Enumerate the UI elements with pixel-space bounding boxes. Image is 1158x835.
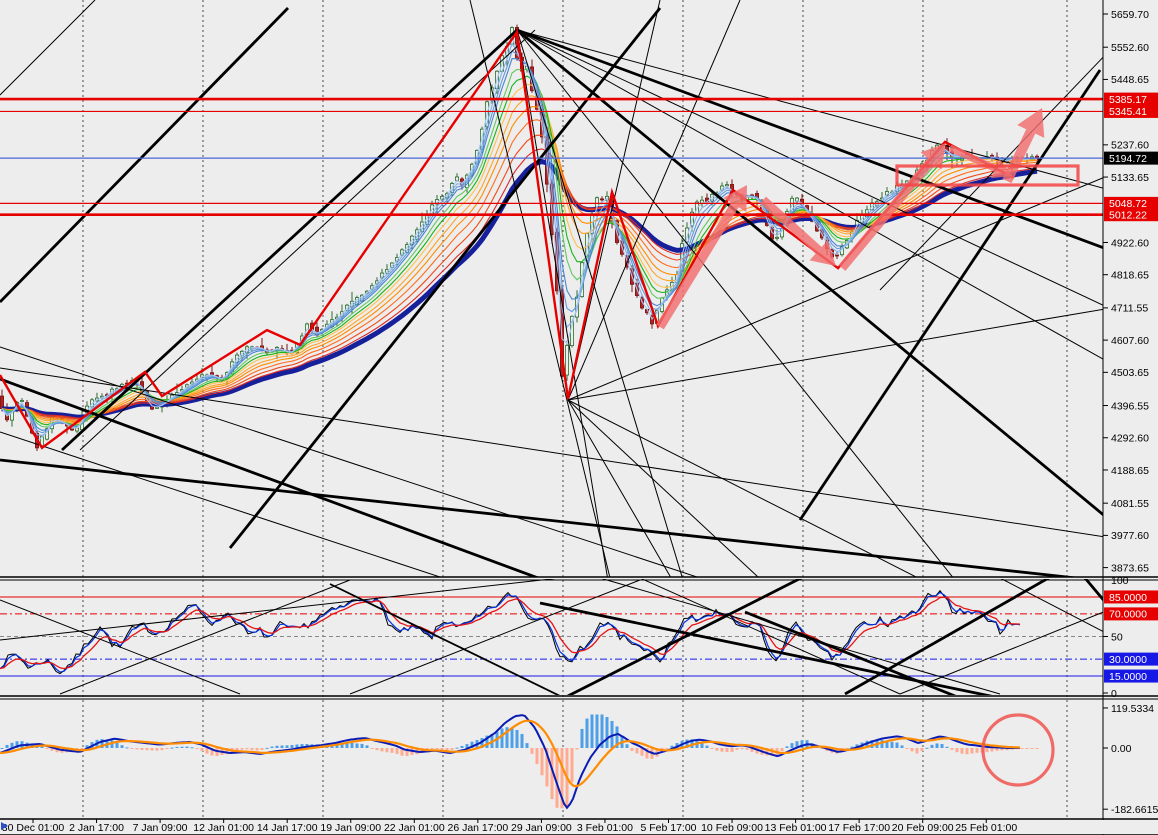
axis-tick-label: 0.00 bbox=[1111, 743, 1132, 755]
time-tick-label: 20 Feb 09:00 bbox=[892, 822, 954, 834]
time-tick-label: 25 Feb 01:00 bbox=[955, 822, 1017, 834]
axis-tick-label: 4081.55 bbox=[1111, 498, 1149, 510]
axis-tick-label: 0 bbox=[1111, 688, 1117, 700]
axis-tick-label: 100 bbox=[1111, 575, 1129, 587]
time-tick-label: 3 Feb 01:00 bbox=[577, 822, 633, 834]
forecast-arrow bbox=[809, 240, 836, 266]
axis-tick-label: 4607.60 bbox=[1111, 335, 1149, 347]
time-tick-label: 12 Jan 01:00 bbox=[193, 822, 254, 834]
rsi-panel[interactable] bbox=[0, 576, 1158, 700]
axis-tick-label: -182.6615 bbox=[1111, 804, 1158, 816]
time-tick-label: 2 Jan 17:00 bbox=[69, 822, 124, 834]
time-tick-label: 19 Jan 09:00 bbox=[320, 822, 381, 834]
forecast-annotations bbox=[656, 108, 1080, 787]
price-label: 5012.22 bbox=[1109, 209, 1147, 221]
axis-tick-label: 4711.55 bbox=[1111, 303, 1148, 315]
axis-tick-label: 5237.60 bbox=[1111, 140, 1149, 152]
axis-tick-label: 4922.60 bbox=[1111, 237, 1149, 249]
price-label: 15.0000 bbox=[1109, 671, 1147, 683]
time-tick-label: 22 Jan 01:00 bbox=[384, 822, 445, 834]
axis-tick-label: 4396.55 bbox=[1111, 400, 1149, 412]
axis-tick-label: 5448.65 bbox=[1111, 74, 1149, 86]
time-tick-label: 30 Dec 01:00 bbox=[2, 822, 65, 834]
scroll-marker bbox=[1, 822, 8, 830]
time-tick-label: 7 Jan 09:00 bbox=[133, 822, 188, 834]
axis-tick-label: 4292.60 bbox=[1111, 433, 1149, 445]
time-axis: 30 Dec 01:00 2 Jan 17:00 7 Jan 09:00 12 Jan… bbox=[0, 819, 1158, 834]
forecast-arrow bbox=[723, 185, 747, 213]
price-label: 30.0000 bbox=[1109, 654, 1147, 666]
price-label: 5385.17 bbox=[1109, 94, 1147, 106]
time-tick-label: 5 Feb 17:00 bbox=[640, 822, 696, 834]
axis-tick-label: 4818.65 bbox=[1111, 269, 1149, 281]
price-label: 5048.72 bbox=[1109, 198, 1147, 210]
price-label: 5345.41 bbox=[1109, 106, 1147, 118]
axis-tick-label: 4188.65 bbox=[1111, 465, 1149, 477]
axis-tick-label: 119.5334 bbox=[1111, 703, 1154, 715]
grid-layer bbox=[82, 0, 1068, 818]
forecast-arrow bbox=[1017, 108, 1045, 138]
axis-tick-label: 4503.65 bbox=[1111, 367, 1149, 379]
time-tick-label: 14 Jan 17:00 bbox=[257, 822, 318, 834]
axis-tick-label: 3873.65 bbox=[1111, 562, 1149, 574]
axis-tick-label: 5659.70 bbox=[1111, 9, 1149, 21]
time-tick-label: 17 Feb 17:00 bbox=[828, 822, 890, 834]
highlight-circle bbox=[981, 713, 1055, 787]
price-axis: 5659.70 5552.60 5448.65 5237.60 5133.65 4922.… bbox=[1103, 9, 1158, 816]
highlight-rectangle bbox=[895, 164, 1080, 187]
forecast-arrow bbox=[920, 143, 946, 170]
axis-tick-label: 3977.60 bbox=[1111, 530, 1149, 542]
time-tick-label: 29 Jan 09:00 bbox=[511, 822, 572, 834]
time-tick-label: 13 Feb 01:00 bbox=[765, 822, 827, 834]
price-label: 5194.72 bbox=[1109, 153, 1147, 165]
axis-tick-label: 5133.65 bbox=[1111, 172, 1149, 184]
time-tick-label: 26 Jan 17:00 bbox=[447, 822, 508, 834]
axis-tick-label: 5552.60 bbox=[1111, 42, 1149, 54]
macd-panel[interactable] bbox=[0, 714, 1039, 810]
price-label: 85.0000 bbox=[1109, 592, 1147, 604]
price-label: 70.0000 bbox=[1109, 609, 1147, 621]
sr-lines bbox=[0, 97, 1103, 216]
time-tick-label: 10 Feb 09:00 bbox=[701, 822, 763, 834]
axis-tick-label: 50 bbox=[1111, 631, 1123, 643]
